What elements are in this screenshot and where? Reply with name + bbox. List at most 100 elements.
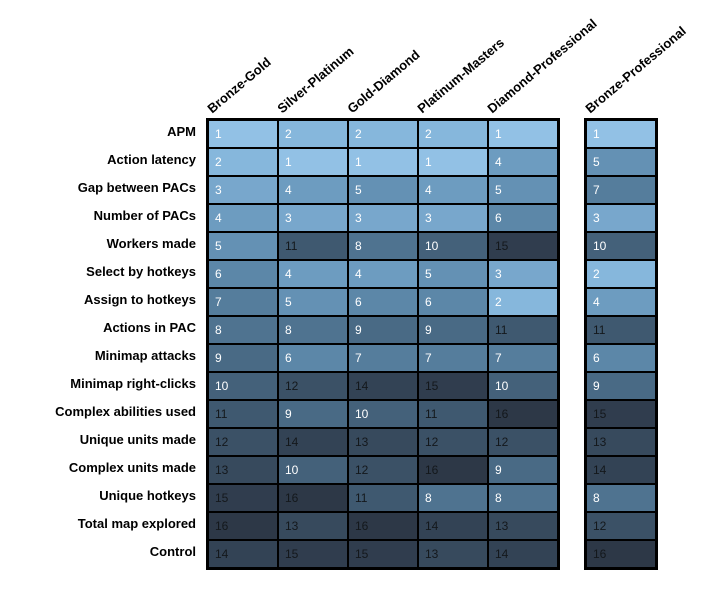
heatmap-cell: 5 bbox=[418, 260, 488, 288]
heatmap-cell: 4 bbox=[418, 176, 488, 204]
heatmap-cell: 15 bbox=[488, 232, 558, 260]
heatmap-cell: 15 bbox=[278, 540, 348, 568]
heatmap-cell: 6 bbox=[488, 204, 558, 232]
heatmap-cell: 12 bbox=[278, 372, 348, 400]
heatmap-cell: 1 bbox=[348, 148, 418, 176]
row-label: Number of PACs bbox=[20, 202, 200, 230]
heatmap-row: 5 bbox=[586, 148, 656, 176]
heatmap-cell: 1 bbox=[488, 120, 558, 148]
heatmap-row: 96777 bbox=[208, 344, 558, 372]
heatmap-cell: 3 bbox=[418, 204, 488, 232]
heatmap-cell: 2 bbox=[278, 120, 348, 148]
heatmap-row: 13 bbox=[586, 428, 656, 456]
column-headers: Bronze-GoldSilver-PlatinumGold-DiamondPl… bbox=[20, 20, 706, 118]
heatmap-cell: 8 bbox=[278, 316, 348, 344]
heatmap-cell: 9 bbox=[418, 316, 488, 344]
heatmap-cell: 14 bbox=[418, 512, 488, 540]
heatmap-cell: 7 bbox=[586, 176, 656, 204]
heatmap-cell: 5 bbox=[586, 148, 656, 176]
row-label: Gap between PACs bbox=[20, 174, 200, 202]
heatmap-cell: 10 bbox=[208, 372, 278, 400]
heatmap-row: 34545 bbox=[208, 176, 558, 204]
heatmap-row: 1415151314 bbox=[208, 540, 558, 568]
heatmap-cell: 13 bbox=[208, 456, 278, 484]
heatmap-row: 9 bbox=[586, 372, 656, 400]
heatmap-block: 1222121114345454333651181015644537566288… bbox=[206, 118, 560, 570]
heatmap-cell: 5 bbox=[278, 288, 348, 316]
heatmap-block: 15731024116915131481216 bbox=[584, 118, 658, 570]
heatmap-cell: 13 bbox=[278, 512, 348, 540]
heatmap-cell: 6 bbox=[418, 288, 488, 316]
column-header: Bronze-Gold bbox=[204, 54, 273, 116]
heatmap-cell: 9 bbox=[208, 344, 278, 372]
row-label: APM bbox=[20, 118, 200, 146]
heatmap-cell: 9 bbox=[586, 372, 656, 400]
heatmap-cell: 10 bbox=[278, 456, 348, 484]
heatmap-row: 11 bbox=[586, 316, 656, 344]
heatmap-row: 3 bbox=[586, 204, 656, 232]
heatmap-cell: 12 bbox=[348, 456, 418, 484]
heatmap-cell: 15 bbox=[208, 484, 278, 512]
column-header: Diamond-Professional bbox=[484, 16, 599, 116]
heatmap-cell: 14 bbox=[208, 540, 278, 568]
column-header: Bronze-Professional bbox=[582, 23, 688, 116]
heatmap-cell: 11 bbox=[278, 232, 348, 260]
heatmap-cell: 12 bbox=[208, 428, 278, 456]
heatmap-cell: 11 bbox=[418, 400, 488, 428]
heatmap-row: 15 bbox=[586, 400, 656, 428]
heatmap-cell: 1 bbox=[278, 148, 348, 176]
heatmap-cell: 5 bbox=[348, 176, 418, 204]
heatmap-cell: 10 bbox=[418, 232, 488, 260]
heatmap-row: 131012169 bbox=[208, 456, 558, 484]
heatmap-row: 75662 bbox=[208, 288, 558, 316]
heatmap-cell: 3 bbox=[208, 176, 278, 204]
heatmap-row: 1 bbox=[586, 120, 656, 148]
heatmap-cell: 6 bbox=[586, 344, 656, 372]
heatmap-row: 43336 bbox=[208, 204, 558, 232]
heatmap-cell: 14 bbox=[586, 456, 656, 484]
heatmap-row: 21114 bbox=[208, 148, 558, 176]
heatmap-cell: 13 bbox=[418, 540, 488, 568]
row-label: Minimap right-clicks bbox=[20, 370, 200, 398]
heatmap-cell: 4 bbox=[586, 288, 656, 316]
heatmap-cell: 2 bbox=[418, 120, 488, 148]
row-label: Total map explored bbox=[20, 510, 200, 538]
heatmap-cell: 12 bbox=[586, 512, 656, 540]
row-label: Action latency bbox=[20, 146, 200, 174]
heatmap-cell: 3 bbox=[348, 204, 418, 232]
heatmap-row: 12221 bbox=[208, 120, 558, 148]
heatmap-cell: 14 bbox=[278, 428, 348, 456]
heatmap-cell: 11 bbox=[348, 484, 418, 512]
row-label: Workers made bbox=[20, 230, 200, 258]
heatmap-row: 889911 bbox=[208, 316, 558, 344]
heatmap-cell: 15 bbox=[348, 540, 418, 568]
heatmap-cell: 15 bbox=[586, 400, 656, 428]
heatmap-row: 119101116 bbox=[208, 400, 558, 428]
heatmap-cell: 16 bbox=[488, 400, 558, 428]
heatmap-row: 12 bbox=[586, 512, 656, 540]
heatmap-cell: 7 bbox=[488, 344, 558, 372]
heatmap-cell: 15 bbox=[418, 372, 488, 400]
row-label: Select by hotkeys bbox=[20, 258, 200, 286]
heatmap-row: 6 bbox=[586, 344, 656, 372]
heatmap-row: 64453 bbox=[208, 260, 558, 288]
heatmap-cell: 2 bbox=[208, 148, 278, 176]
heatmap-cell: 3 bbox=[488, 260, 558, 288]
heatmap-cell: 4 bbox=[348, 260, 418, 288]
heatmap-cell: 7 bbox=[348, 344, 418, 372]
heatmap-cell: 8 bbox=[418, 484, 488, 512]
heatmap-cell: 7 bbox=[208, 288, 278, 316]
heatmap-cell: 4 bbox=[488, 148, 558, 176]
heatmap-cell: 11 bbox=[208, 400, 278, 428]
heatmap-cell: 9 bbox=[488, 456, 558, 484]
heatmap-cell: 9 bbox=[348, 316, 418, 344]
heatmap-cell: 13 bbox=[586, 428, 656, 456]
heatmap-cell: 12 bbox=[418, 428, 488, 456]
heatmap-cell: 2 bbox=[348, 120, 418, 148]
heatmap-cell: 2 bbox=[586, 260, 656, 288]
heatmap-cell: 9 bbox=[278, 400, 348, 428]
heatmap-cell: 4 bbox=[278, 176, 348, 204]
heatmap-cell: 16 bbox=[418, 456, 488, 484]
heatmap-cell: 7 bbox=[418, 344, 488, 372]
heatmap-row: 8 bbox=[586, 484, 656, 512]
